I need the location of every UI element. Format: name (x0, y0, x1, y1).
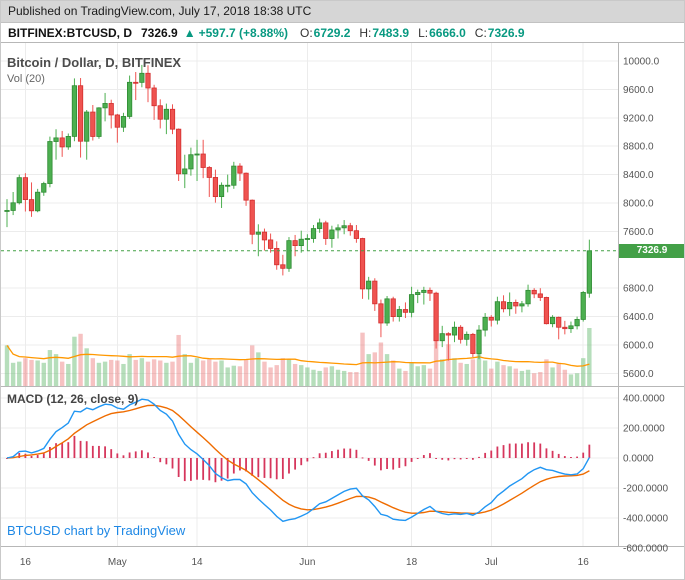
svg-text:6800.0: 6800.0 (623, 284, 654, 295)
macd-histogram (6, 435, 591, 483)
candles-layer (4, 64, 592, 361)
high-label: H: (359, 25, 372, 40)
svg-text:6400.0: 6400.0 (623, 312, 654, 323)
svg-text:200.0000: 200.0000 (623, 424, 665, 435)
low-label: L: (418, 25, 429, 40)
svg-text:8000.0: 8000.0 (623, 199, 654, 210)
price-axis-labels: 10000.0 9600.0 9200.0 8800.0 8400.0 8000.0 760… (623, 57, 660, 380)
macd-line (6, 398, 591, 523)
svg-text:14: 14 (191, 557, 203, 568)
symbol-info-bar: BITFINEX:BTCUSD, D 7326.9 ▲ +597.7 (+8.88… (1, 23, 684, 42)
svg-text:-400.0000: -400.0000 (623, 514, 668, 525)
up-arrow-icon: ▲ (183, 25, 196, 40)
chart-area: 10000.0 9600.0 9200.0 8800.0 8400.0 8000.0 760… (1, 42, 684, 579)
change-text: +597.7 (+8.88%) (198, 25, 288, 40)
svg-text:9600.0: 9600.0 (623, 85, 654, 96)
svg-text:16: 16 (20, 557, 32, 568)
published-text: Published on TradingView.com, July 17, 2… (8, 4, 312, 18)
svg-text:10000.0: 10000.0 (623, 57, 660, 68)
svg-text:May: May (108, 557, 127, 568)
svg-text:8800.0: 8800.0 (623, 142, 654, 153)
svg-text:5600.0: 5600.0 (623, 369, 654, 380)
published-bar: Published on TradingView.com, July 17, 2… (1, 1, 684, 23)
svg-text:Jun: Jun (299, 557, 315, 568)
svg-text:-200.0000: -200.0000 (623, 484, 668, 495)
close-label: C: (474, 25, 487, 40)
tradingview-attribution-link[interactable]: BTCUSD chart by TradingView (7, 523, 186, 538)
svg-text:16: 16 (578, 557, 590, 568)
open-value: 6729.2 (313, 25, 351, 40)
volume-bars (4, 328, 592, 386)
svg-text:6000.0: 6000.0 (623, 341, 654, 352)
macd-axis-labels: 400.0000 200.0000 0.0000 -200.0000 -400.0000… (623, 394, 668, 555)
volume-ma-line (6, 345, 590, 367)
low-value: 6666.0 (429, 25, 466, 40)
last-price-badge: 7326.9 (619, 244, 684, 258)
svg-text:-600.0000: -600.0000 (623, 544, 668, 555)
price-change: ▲ +597.7 (+8.88%) (184, 26, 288, 40)
last-price-value: 7326.9 (141, 25, 178, 40)
svg-text:0.0000: 0.0000 (623, 454, 654, 465)
svg-text:9200.0: 9200.0 (623, 113, 654, 124)
svg-text:7600.0: 7600.0 (623, 227, 654, 238)
symbol-name: BITFINEX:BTCUSD, D (8, 25, 132, 40)
close-value: 7326.9 (487, 25, 525, 40)
macd-signal-line (6, 404, 590, 515)
svg-text:400.0000: 400.0000 (623, 394, 665, 405)
open-label: O: (300, 25, 313, 40)
svg-text:18: 18 (406, 557, 418, 568)
candlestick-chart-canvas: 10000.0 9600.0 9200.0 8800.0 8400.0 8000.0 760… (1, 42, 684, 568)
svg-text:8400.0: 8400.0 (623, 170, 654, 181)
pane-borders (1, 42, 684, 547)
time-axis-labels: 16 May 14 Jun 18 Jul 16 (20, 557, 589, 568)
high-value: 7483.9 (372, 25, 410, 40)
svg-text:Jul: Jul (485, 557, 498, 568)
